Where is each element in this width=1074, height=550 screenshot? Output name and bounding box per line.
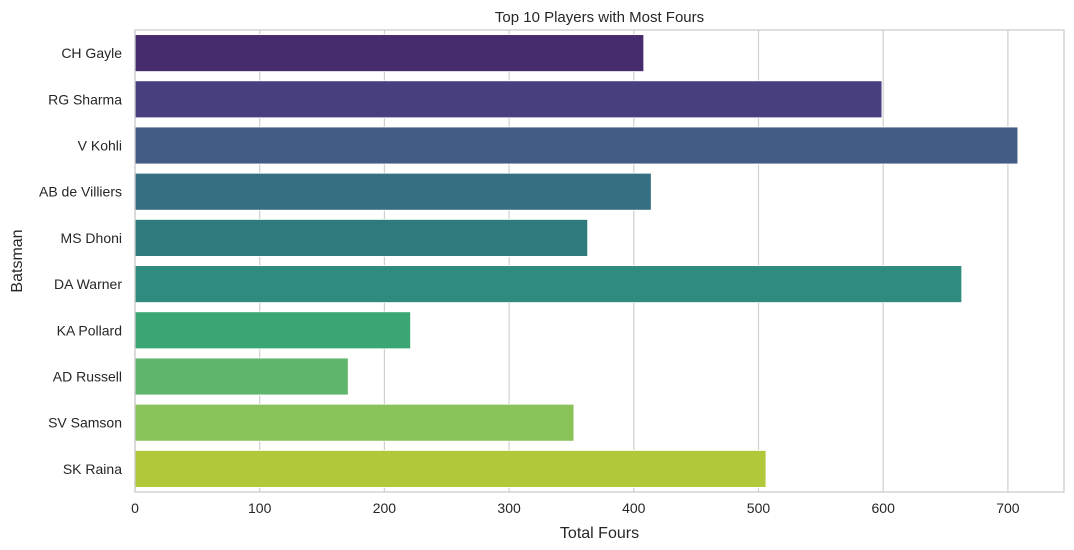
x-tick-label: 200 — [373, 500, 397, 516]
bar-ms-dhoni — [134, 219, 589, 257]
x-tick-label: 500 — [747, 500, 771, 516]
bar-rg-sharma — [134, 80, 883, 119]
x-tick-label: 0 — [131, 500, 139, 516]
bars — [134, 34, 1019, 488]
x-axis-ticks: 0 100 200 300 400 500 600 700 — [131, 500, 1020, 516]
y-tick-label: AB de Villiers — [39, 184, 122, 200]
chart-title: Top 10 Players with Most Fours — [495, 9, 704, 26]
y-tick-label: MS Dhoni — [61, 230, 122, 246]
bar-ad-russell — [134, 357, 349, 396]
bar-sv-samson — [134, 403, 575, 442]
y-tick-label: RG Sharma — [48, 91, 122, 107]
y-tick-label: AD Russell — [53, 369, 122, 385]
y-tick-label: SK Raina — [63, 461, 122, 477]
x-tick-label: 600 — [872, 500, 896, 516]
y-axis-ticks: CH Gayle RG Sharma V Kohli AB de Villiers MS… — [39, 45, 122, 477]
bar-da-warner — [134, 265, 963, 303]
y-tick-label: CH Gayle — [61, 45, 122, 61]
bar-sk-raina — [134, 450, 767, 488]
x-axis-label: Total Fours — [560, 525, 639, 542]
y-tick-label: DA Warner — [54, 276, 122, 292]
x-tick-label: 400 — [622, 500, 646, 516]
y-tick-label: KA Pollard — [57, 322, 122, 338]
x-tick-label: 100 — [248, 500, 272, 516]
bar-v-kohli — [134, 126, 1019, 165]
bar-ka-pollard — [134, 311, 411, 350]
y-tick-label: V Kohli — [78, 138, 122, 154]
y-axis-label: Batsman — [9, 229, 26, 292]
bar-ab-de-villiers — [134, 172, 652, 211]
plot-frame — [134, 29, 1065, 493]
x-tick-label: 700 — [996, 500, 1020, 516]
x-tick-label: 300 — [497, 500, 521, 516]
y-tick-label: SV Samson — [48, 415, 122, 431]
bar-ch-gayle — [134, 34, 645, 72]
